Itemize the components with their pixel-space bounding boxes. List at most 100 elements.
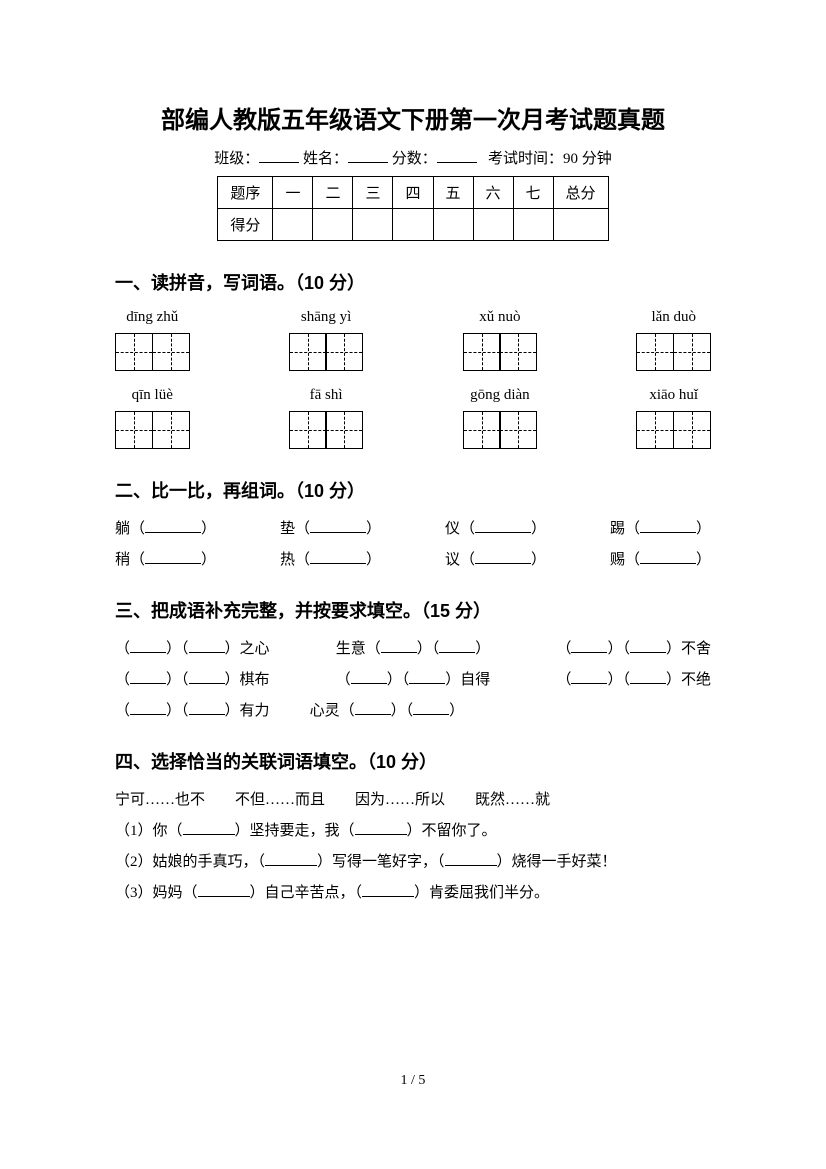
tian-box[interactable]	[115, 333, 190, 371]
name-label: 姓名：	[303, 151, 348, 167]
score-cell[interactable]	[433, 209, 473, 241]
blank[interactable]	[130, 640, 166, 653]
compare-item: 赐（）	[610, 548, 711, 569]
score-cell[interactable]	[553, 209, 608, 241]
blank[interactable]	[130, 702, 166, 715]
blank[interactable]	[198, 884, 250, 897]
blank[interactable]	[362, 884, 414, 897]
table-row: 题序 一 二 三 四 五 六 七 总分	[218, 177, 608, 209]
tian-box[interactable]	[115, 411, 190, 449]
th-4: 四	[393, 177, 433, 209]
blank[interactable]	[183, 822, 235, 835]
pinyin-label: gōng diàn	[470, 387, 530, 405]
blank[interactable]	[189, 702, 225, 715]
pinyin-item: fā shì	[289, 387, 364, 449]
score-table: 题序 一 二 三 四 五 六 七 总分 得分	[217, 176, 608, 241]
pinyin-item: lǎn duò	[636, 309, 711, 371]
tian-box[interactable]	[636, 411, 711, 449]
name-blank[interactable]	[348, 149, 388, 163]
th-6: 六	[473, 177, 513, 209]
compare-item: 议（）	[445, 548, 546, 569]
idiom-item: （）（）有力	[115, 699, 270, 720]
table-row: 得分	[218, 209, 608, 241]
blank[interactable]	[571, 640, 607, 653]
score-cell[interactable]	[273, 209, 313, 241]
blank[interactable]	[310, 551, 366, 564]
blank[interactable]	[130, 671, 166, 684]
idiom-item: 生意（）（）	[336, 637, 491, 658]
compare-item: 热（）	[280, 548, 381, 569]
tian-box[interactable]	[289, 411, 364, 449]
blank[interactable]	[640, 551, 696, 564]
blank[interactable]	[381, 640, 417, 653]
pinyin-label: xǔ nuò	[479, 309, 520, 327]
section3-heading: 三、把成语补充完整，并按要求填空。（15 分）	[115, 597, 711, 623]
idiom-item: 心灵（）（）	[310, 699, 465, 720]
blank[interactable]	[351, 671, 387, 684]
score-cell[interactable]	[513, 209, 553, 241]
pinyin-item: dīng zhǔ	[115, 309, 190, 371]
blank[interactable]	[475, 551, 531, 564]
score-cell[interactable]	[473, 209, 513, 241]
blank[interactable]	[310, 520, 366, 533]
idiom-line-2: （）（）棋布 （）（）自得 （）（）不绝	[115, 668, 711, 689]
pinyin-item: xiāo huǐ	[636, 387, 711, 449]
compare-item: 躺（）	[115, 517, 216, 538]
blank[interactable]	[630, 640, 666, 653]
blank[interactable]	[355, 702, 391, 715]
th-seq: 题序	[218, 177, 273, 209]
conj-item-3: （3）妈妈（）自己辛苦点，（）肯委屈我们半分。	[115, 881, 711, 902]
blank[interactable]	[445, 853, 497, 866]
blank[interactable]	[439, 640, 475, 653]
class-blank[interactable]	[259, 149, 299, 163]
tian-box[interactable]	[463, 411, 538, 449]
score-cell[interactable]	[353, 209, 393, 241]
th-5: 五	[433, 177, 473, 209]
blank[interactable]	[189, 640, 225, 653]
th-1: 一	[273, 177, 313, 209]
blank[interactable]	[475, 520, 531, 533]
blank[interactable]	[145, 551, 201, 564]
compare-item: 踢（）	[610, 517, 711, 538]
tian-box[interactable]	[636, 333, 711, 371]
blank[interactable]	[189, 671, 225, 684]
pinyin-item: gōng diàn	[463, 387, 538, 449]
idiom-item: （）（）棋布	[115, 668, 270, 689]
pinyin-label: dīng zhǔ	[126, 309, 178, 327]
pinyin-row-2: qīn lüè fā shì gōng diàn xiāo huǐ	[115, 387, 711, 449]
pinyin-label: fā shì	[310, 387, 343, 405]
idiom-item: （）（）不舍	[556, 637, 711, 658]
compare-item: 仪（）	[445, 517, 546, 538]
page-title: 部编人教版五年级语文下册第一次月考试题真题	[115, 100, 711, 135]
th-2: 二	[313, 177, 353, 209]
blank[interactable]	[355, 822, 407, 835]
idiom-item: （）（）之心	[115, 637, 270, 658]
blank[interactable]	[145, 520, 201, 533]
score-cell[interactable]	[313, 209, 353, 241]
time-label: 考试时间：90 分钟	[488, 151, 612, 167]
info-line: 班级： 姓名： 分数： 考试时间：90 分钟	[115, 147, 711, 168]
blank[interactable]	[265, 853, 317, 866]
compare-item: 稍（）	[115, 548, 216, 569]
score-blank[interactable]	[437, 149, 477, 163]
th-3: 三	[353, 177, 393, 209]
blank[interactable]	[409, 671, 445, 684]
conj-item-2: （2）姑娘的手真巧，（）写得一笔好字，（）烧得一手好菜！	[115, 850, 711, 871]
td-score-label: 得分	[218, 209, 273, 241]
blank[interactable]	[571, 671, 607, 684]
score-cell[interactable]	[393, 209, 433, 241]
pinyin-label: qīn lüè	[132, 387, 173, 405]
pinyin-label: xiāo huǐ	[649, 387, 698, 405]
blank[interactable]	[640, 520, 696, 533]
th-total: 总分	[553, 177, 608, 209]
tian-box[interactable]	[289, 333, 364, 371]
blank[interactable]	[630, 671, 666, 684]
blank[interactable]	[413, 702, 449, 715]
pinyin-item: shāng yì	[289, 309, 364, 371]
conj-item-1: （1）你（）坚持要走，我（）不留你了。	[115, 819, 711, 840]
compare-item: 垫（）	[280, 517, 381, 538]
idiom-line-3: （）（）有力 心灵（）（）	[115, 699, 711, 720]
tian-box[interactable]	[463, 333, 538, 371]
class-label: 班级：	[214, 151, 259, 167]
score-label: 分数：	[392, 151, 437, 167]
